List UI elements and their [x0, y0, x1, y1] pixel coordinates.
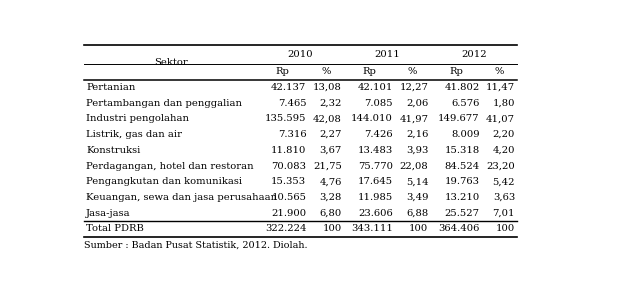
Text: 3,93: 3,93 [406, 146, 428, 155]
Text: 4,20: 4,20 [492, 146, 515, 155]
Text: 3,49: 3,49 [406, 193, 428, 202]
Text: 23.606: 23.606 [358, 209, 393, 218]
Text: 2,32: 2,32 [320, 99, 342, 108]
Text: 13.210: 13.210 [444, 193, 480, 202]
Text: 1,80: 1,80 [492, 99, 515, 108]
Text: Konstruksi: Konstruksi [86, 146, 141, 155]
Text: 7.316: 7.316 [278, 130, 306, 139]
Text: Sektor: Sektor [154, 58, 188, 67]
Text: 10.565: 10.565 [271, 193, 306, 202]
Text: %: % [408, 67, 418, 76]
Text: 2010: 2010 [288, 50, 313, 59]
Text: 41,07: 41,07 [486, 114, 515, 123]
Text: 149.677: 149.677 [438, 114, 480, 123]
Text: 8.009: 8.009 [451, 130, 480, 139]
Text: 11,47: 11,47 [486, 83, 515, 92]
Text: 13,08: 13,08 [313, 83, 342, 92]
Text: 11.985: 11.985 [358, 193, 393, 202]
Text: Rp: Rp [276, 67, 290, 76]
Text: 23,20: 23,20 [486, 162, 515, 170]
Text: 12,27: 12,27 [399, 83, 428, 92]
Text: 5,14: 5,14 [406, 177, 428, 186]
Text: 42.101: 42.101 [357, 83, 393, 92]
Text: Keuangan, sewa dan jasa perusahaan: Keuangan, sewa dan jasa perusahaan [86, 193, 278, 202]
Text: 19.763: 19.763 [445, 177, 480, 186]
Text: 5,42: 5,42 [492, 177, 515, 186]
Text: 2,16: 2,16 [406, 130, 428, 139]
Text: 7.465: 7.465 [278, 99, 306, 108]
Text: 6,80: 6,80 [320, 209, 342, 218]
Text: 25.527: 25.527 [445, 209, 480, 218]
Text: Pertambangan dan penggalian: Pertambangan dan penggalian [86, 99, 242, 108]
Text: 2012: 2012 [461, 50, 487, 59]
Text: %: % [322, 67, 331, 76]
Text: 6,88: 6,88 [406, 209, 428, 218]
Text: Pertanian: Pertanian [86, 83, 136, 92]
Text: %: % [495, 67, 504, 76]
Text: Rp: Rp [362, 67, 376, 76]
Text: 11.810: 11.810 [271, 146, 306, 155]
Text: 15.318: 15.318 [444, 146, 480, 155]
Text: 22,08: 22,08 [399, 162, 428, 170]
Text: 100: 100 [496, 224, 515, 233]
Text: 135.595: 135.595 [265, 114, 306, 123]
Text: 7,01: 7,01 [492, 209, 515, 218]
Text: 3,63: 3,63 [493, 193, 515, 202]
Text: 322.224: 322.224 [265, 224, 306, 233]
Text: 2,20: 2,20 [493, 130, 515, 139]
Text: 75.770: 75.770 [358, 162, 393, 170]
Text: 3,28: 3,28 [320, 193, 342, 202]
Text: 41,97: 41,97 [399, 114, 428, 123]
Text: Perdagangan, hotel dan restoran: Perdagangan, hotel dan restoran [86, 162, 254, 170]
Text: 7.085: 7.085 [364, 99, 393, 108]
Text: Rp: Rp [449, 67, 463, 76]
Text: 364.406: 364.406 [438, 224, 480, 233]
Text: 2,06: 2,06 [406, 99, 428, 108]
Text: 4,76: 4,76 [320, 177, 342, 186]
Text: 100: 100 [409, 224, 428, 233]
Text: 84.524: 84.524 [444, 162, 480, 170]
Text: 6.576: 6.576 [451, 99, 480, 108]
Text: 144.010: 144.010 [351, 114, 393, 123]
Text: 2011: 2011 [374, 50, 400, 59]
Text: 17.645: 17.645 [358, 177, 393, 186]
Text: 21.900: 21.900 [271, 209, 306, 218]
Text: Total PDRB: Total PDRB [86, 224, 144, 233]
Text: 42,08: 42,08 [313, 114, 342, 123]
Text: 41.802: 41.802 [444, 83, 480, 92]
Text: Industri pengolahan: Industri pengolahan [86, 114, 189, 123]
Text: 343.111: 343.111 [351, 224, 393, 233]
Text: 3,67: 3,67 [320, 146, 342, 155]
Text: 2,27: 2,27 [320, 130, 342, 139]
Text: 13.483: 13.483 [358, 146, 393, 155]
Text: 15.353: 15.353 [271, 177, 306, 186]
Text: 42.137: 42.137 [271, 83, 306, 92]
Text: Pengangkutan dan komunikasi: Pengangkutan dan komunikasi [86, 177, 242, 186]
Text: 7.426: 7.426 [364, 130, 393, 139]
Text: 70.083: 70.083 [271, 162, 306, 170]
Text: 100: 100 [323, 224, 342, 233]
Text: Sumber : Badan Pusat Statistik, 2012. Diolah.: Sumber : Badan Pusat Statistik, 2012. Di… [84, 240, 308, 249]
Text: Jasa-jasa: Jasa-jasa [86, 209, 131, 218]
Text: Listrik, gas dan air: Listrik, gas dan air [86, 130, 182, 139]
Text: 21,75: 21,75 [313, 162, 342, 170]
